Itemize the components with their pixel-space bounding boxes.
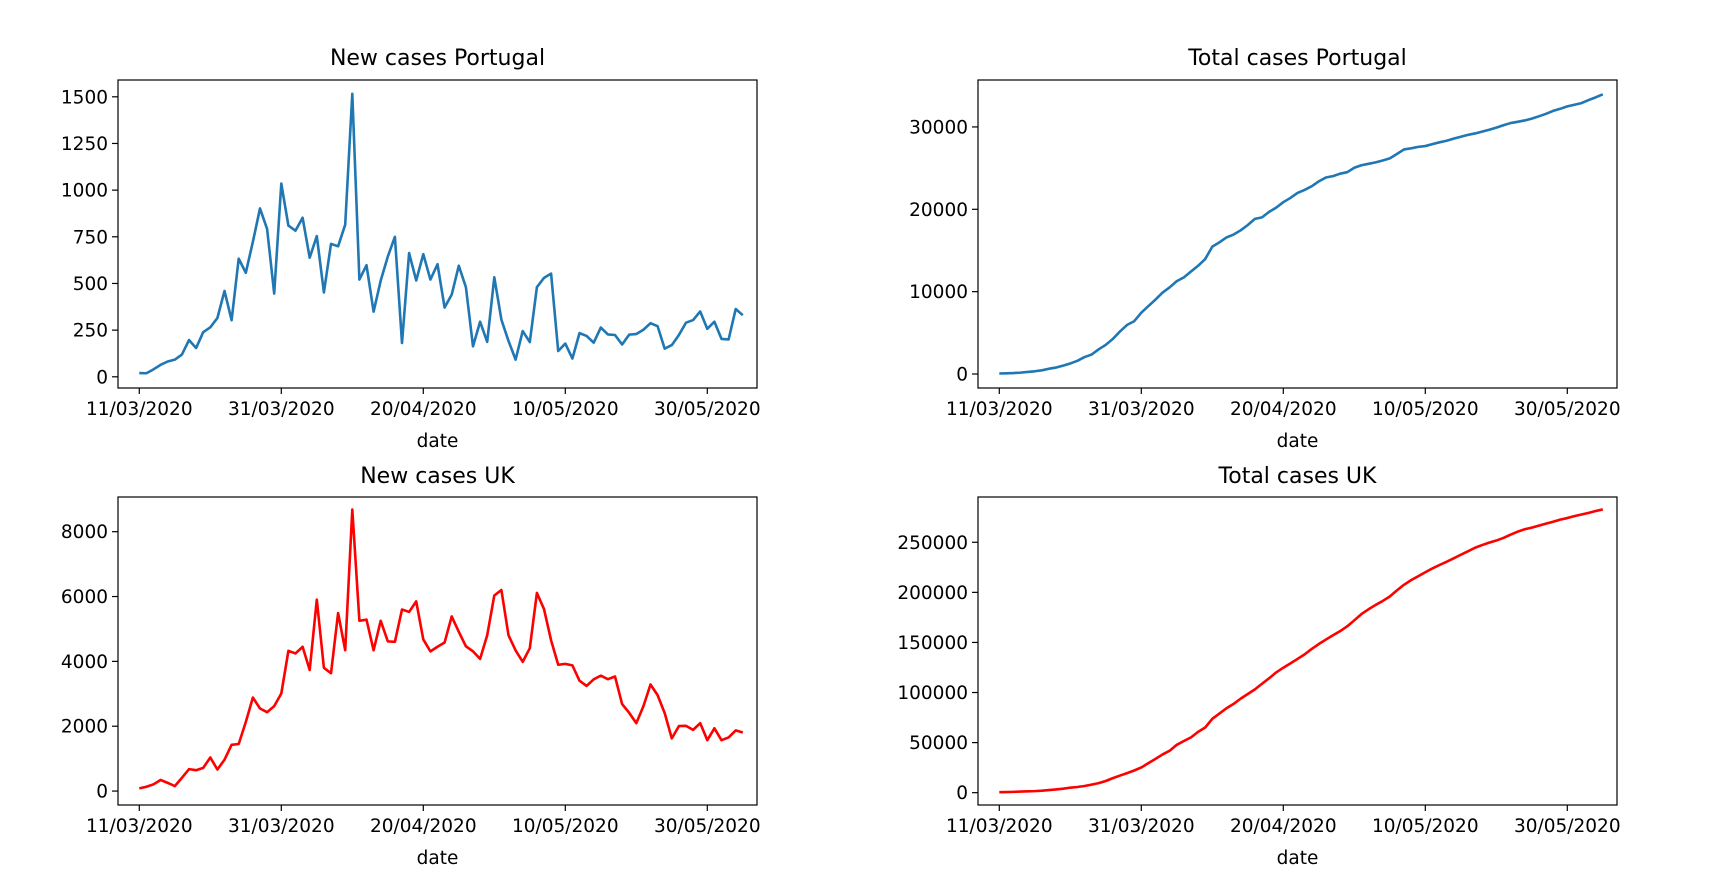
plot-area <box>999 508 1604 794</box>
y-tick-label: 10000 <box>909 282 968 303</box>
x-tick-label: 10/05/2020 <box>1372 816 1479 837</box>
y-tick-label: 250000 <box>897 533 968 554</box>
series-line <box>999 93 1604 375</box>
chart-title: Total cases UK <box>1218 464 1378 489</box>
y-tick-label: 30000 <box>909 117 968 138</box>
x-tick-label: 31/03/2020 <box>228 816 335 837</box>
axes-frame <box>977 496 1618 806</box>
subplot-new-cases-uk: New cases UK 11/03/2020 31/03/2020 20/04/2… <box>61 464 761 869</box>
x-tick-label: 20/04/2020 <box>370 816 477 837</box>
y-tick-label: 1250 <box>61 134 108 155</box>
y-tick-label: 0 <box>956 365 968 386</box>
y-tick-label: 750 <box>73 227 108 248</box>
x-tick-label: 30/05/2020 <box>654 816 761 837</box>
x-tick-label: 31/03/2020 <box>1088 816 1195 837</box>
y-tick-label: 500 <box>73 274 108 295</box>
x-tick-label: 10/05/2020 <box>512 399 619 420</box>
y-tick-label: 50000 <box>909 733 968 754</box>
series-line <box>139 92 744 375</box>
x-tick-label: 20/04/2020 <box>1230 816 1337 837</box>
subplot-new-cases-portugal: New cases Portugal 11/03/2020 31/03/2020 2… <box>61 46 761 452</box>
plot-area <box>999 93 1604 375</box>
x-axis-label: date <box>1277 848 1319 869</box>
tick-marks: 11/03/2020 31/03/2020 20/04/2020 10/05/2020… <box>909 117 1620 420</box>
y-tick-label: 0 <box>96 367 108 388</box>
y-tick-label: 200000 <box>897 583 968 604</box>
x-tick-label: 11/03/2020 <box>86 816 193 837</box>
tick-marks: 11/03/2020 31/03/2020 20/04/2020 10/05/2020… <box>61 87 761 420</box>
subplot-total-cases-portugal: Total cases Portugal 11/03/2020 31/03/202… <box>909 46 1620 452</box>
x-tick-label: 20/04/2020 <box>370 399 477 420</box>
subplot-total-cases-uk: Total cases UK 11/03/2020 31/03/2020 20/04… <box>897 464 1620 869</box>
x-tick-label: 20/04/2020 <box>1230 399 1337 420</box>
x-tick-label: 30/05/2020 <box>1514 816 1621 837</box>
tick-marks: 11/03/2020 31/03/2020 20/04/2020 10/05/2020… <box>61 522 761 837</box>
y-tick-label: 6000 <box>61 587 108 608</box>
chart-title: New cases UK <box>360 464 515 489</box>
y-tick-label: 250 <box>73 321 108 342</box>
y-tick-label: 100000 <box>897 683 968 704</box>
x-axis-label: date <box>417 848 459 869</box>
x-tick-label: 10/05/2020 <box>1372 399 1479 420</box>
x-tick-label: 11/03/2020 <box>946 399 1053 420</box>
axes-frame <box>117 496 758 806</box>
chart-title: New cases Portugal <box>330 46 545 71</box>
series-line <box>139 508 744 790</box>
plot-area <box>139 92 744 375</box>
y-tick-label: 0 <box>956 783 968 804</box>
y-tick-label: 4000 <box>61 652 108 673</box>
y-tick-label: 0 <box>96 782 108 803</box>
x-tick-label: 31/03/2020 <box>1088 399 1195 420</box>
y-tick-label: 20000 <box>909 200 968 221</box>
plot-area <box>139 508 744 790</box>
x-tick-label: 11/03/2020 <box>946 816 1053 837</box>
y-tick-label: 2000 <box>61 717 108 738</box>
y-tick-label: 1500 <box>61 87 108 108</box>
y-tick-label: 8000 <box>61 522 108 543</box>
chart-title: Total cases Portugal <box>1187 46 1407 71</box>
x-axis-label: date <box>417 431 459 452</box>
y-tick-label: 150000 <box>897 633 968 654</box>
axes-frame <box>117 79 758 389</box>
tick-marks: 11/03/2020 31/03/2020 20/04/2020 10/05/2020… <box>897 533 1620 837</box>
x-tick-label: 30/05/2020 <box>1514 399 1621 420</box>
series-line <box>999 508 1604 794</box>
axes-frame <box>977 79 1618 389</box>
x-tick-label: 31/03/2020 <box>228 399 335 420</box>
x-tick-label: 30/05/2020 <box>654 399 761 420</box>
y-tick-label: 1000 <box>61 181 108 202</box>
x-tick-label: 10/05/2020 <box>512 816 619 837</box>
x-tick-label: 11/03/2020 <box>86 399 193 420</box>
x-axis-label: date <box>1277 431 1319 452</box>
